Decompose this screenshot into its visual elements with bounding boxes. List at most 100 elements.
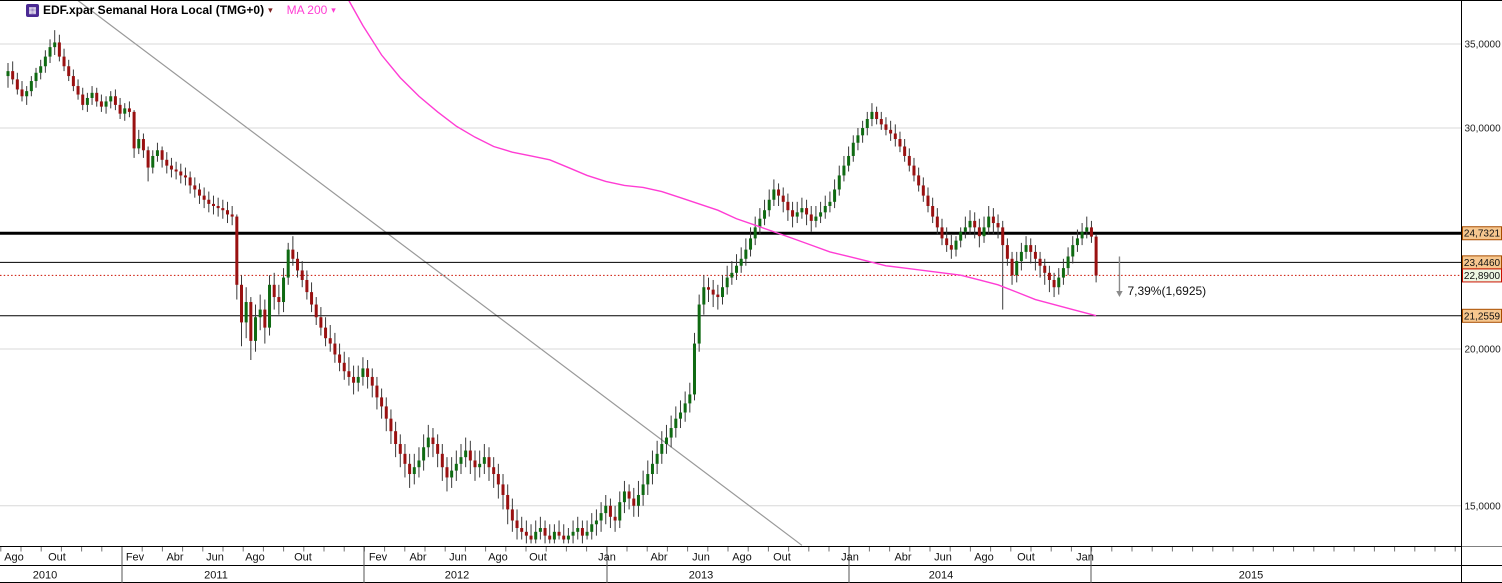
y-axis-label: 20,0000 [1465,344,1502,355]
candle-body [917,175,921,186]
candle-body [366,368,370,377]
month-label: Out [529,552,547,564]
candle-body [524,531,528,536]
candle-body [800,208,804,213]
candle-body [636,494,640,506]
ma-200-label[interactable]: MA 200 [286,3,328,17]
candle-body [1019,251,1023,262]
candle-body [356,376,360,383]
candle-body [482,457,486,464]
candle-body [225,210,229,215]
candle-body [370,376,374,386]
candle-body [179,171,183,176]
candle-body [1089,227,1093,237]
candle-body [949,245,953,250]
x-axis-background [0,546,1502,583]
trend-line [77,0,803,546]
candle-body [328,338,332,344]
candle-body [562,535,566,540]
candle-body [580,528,584,536]
candle-body [244,302,248,323]
candle-body [282,277,286,303]
candle-body [903,146,907,156]
candle-body [230,214,234,217]
chart-legend: ▦ EDF.xpar Semanal Hora Local (TMG+0) ▾ … [26,3,336,17]
candle-body [263,309,267,328]
month-label: Ago [245,552,265,564]
candle-body [314,304,318,318]
candle-body [814,216,818,221]
candle-body [1066,256,1070,269]
candle-body [188,177,192,186]
candle-body [216,206,220,209]
candle-body [67,66,71,77]
candle-body [608,505,612,517]
candle-body [879,119,883,125]
candle-body [1005,245,1009,259]
candle-body [305,279,309,293]
candle-body [669,428,673,438]
candle-body [412,467,416,475]
candle-body [585,531,589,536]
candle-body [982,227,986,237]
candle-body [155,150,159,156]
candle-body [599,513,603,521]
candle-body [786,201,790,211]
candle-body [403,453,407,464]
instrument-icon[interactable]: ▦ [26,3,39,17]
candle-body [875,111,879,120]
candle-body [791,210,795,217]
candle-body [473,460,477,468]
candle-body [618,502,622,521]
candle-body [361,368,365,377]
candle-body [174,169,178,172]
candle-body [347,371,351,377]
candle-body [935,216,939,228]
candle-body [113,96,117,105]
month-label: Ago [732,552,752,564]
candle-body [384,406,388,419]
month-label: Abr [894,552,911,564]
candle-body [758,218,762,228]
candle-body [744,249,748,259]
candle-body [650,463,654,475]
year-label: 2015 [1239,570,1263,582]
candle-body [478,463,482,468]
candle-body [655,453,659,464]
candle-body [772,189,776,200]
candle-body [29,81,33,92]
candle-body [85,97,89,105]
month-label: Jun [449,552,467,564]
candle-body [422,447,426,461]
month-label: Jun [206,552,224,564]
candle-body [221,208,225,211]
candle-body [529,535,533,540]
candle-body [492,467,496,475]
candle-body [921,185,925,196]
candle-body [889,129,893,134]
year-label: 2010 [33,570,57,582]
year-label: 2011 [204,570,228,582]
candle-body [338,354,342,363]
candle-body [11,71,15,80]
ma-dropdown-icon[interactable]: ▾ [331,5,336,15]
candle-body [71,76,75,87]
candle-body [861,128,865,136]
candle-body [398,444,402,454]
candle-body [1015,261,1019,276]
ma-200-line [348,0,1097,317]
candle-body [641,484,645,495]
month-label: Out [773,552,791,564]
month-label: Jan [598,552,616,564]
candle-body [426,437,430,448]
candle-body [1038,258,1042,266]
candle-body [781,195,785,202]
candle-body [1057,277,1061,288]
candle-body [333,343,337,355]
month-label: Jan [1076,552,1094,564]
candle-body [590,524,594,532]
symbol-dropdown-icon[interactable]: ▾ [268,5,273,15]
candle-body [300,270,304,280]
month-label: Ago [974,552,994,564]
